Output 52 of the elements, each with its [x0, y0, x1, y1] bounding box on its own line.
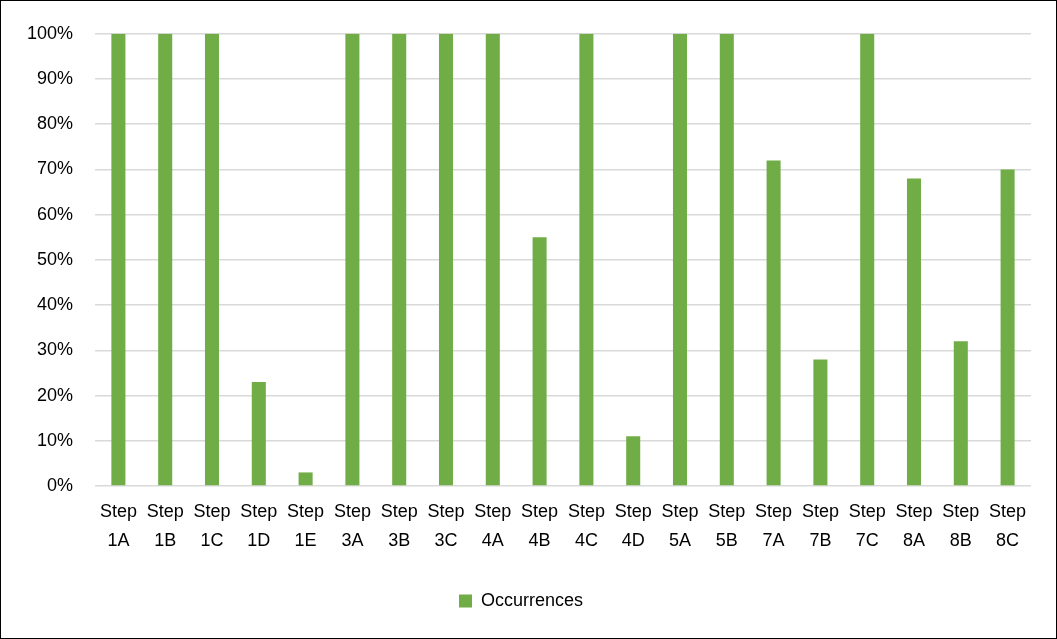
bar	[1000, 169, 1015, 486]
y-tick-label: 30%	[36, 339, 73, 360]
bar	[158, 33, 173, 486]
y-tick-label: 50%	[36, 248, 73, 269]
x-tick-label: Step 8C	[989, 501, 1027, 551]
bar	[813, 359, 828, 486]
y-tick-label: 40%	[36, 294, 73, 315]
x-tick-label: Step 3B	[380, 501, 418, 551]
bar	[906, 178, 922, 486]
x-tick-label: Step 1C	[193, 501, 231, 551]
x-tick-label: Step 5B	[708, 501, 746, 551]
x-tick-label: Step 4A	[474, 501, 512, 551]
x-tick-label: Step 4D	[614, 501, 652, 551]
y-tick-label: 70%	[36, 158, 73, 179]
bar	[204, 33, 220, 486]
bar	[392, 33, 407, 486]
x-tick-label: Step 8A	[895, 501, 933, 551]
x-tick-label: Step 7C	[848, 501, 886, 551]
y-tick-label: 80%	[36, 113, 73, 134]
y-tick-label: 0%	[46, 474, 73, 495]
bar	[532, 237, 547, 486]
y-tick-label: 20%	[36, 384, 73, 405]
x-tick-label: Step 3A	[333, 501, 371, 551]
x-tick-label: Step 7B	[801, 501, 839, 551]
bar	[579, 33, 594, 486]
bar	[860, 33, 875, 486]
y-tick-label: 10%	[36, 429, 73, 450]
x-tick-label: Step 4C	[567, 501, 605, 551]
bar	[251, 381, 266, 486]
x-tick-label: Step 1A	[99, 501, 137, 551]
bar	[298, 472, 313, 486]
x-tick-label: Step 3C	[427, 501, 465, 551]
x-tick-label: Step 1D	[240, 501, 278, 551]
y-tick-label: 60%	[36, 203, 73, 224]
y-tick-label: 100%	[26, 22, 73, 43]
bar	[672, 33, 688, 486]
x-tick-label: Step 1E	[287, 501, 325, 551]
legend-label: Occurrences	[480, 589, 584, 610]
bar	[719, 33, 734, 486]
bar	[111, 33, 126, 486]
x-tick-label: Step 5A	[661, 501, 699, 551]
x-tick-label: Step 7A	[755, 501, 793, 551]
bar	[485, 33, 500, 486]
y-tick-label: 90%	[36, 67, 73, 88]
bar	[953, 341, 968, 486]
x-tick-label: Step 1B	[146, 501, 184, 551]
bar	[766, 160, 781, 486]
x-tick-label: Step 8B	[942, 501, 980, 551]
bar	[345, 33, 360, 486]
bar	[626, 436, 641, 486]
bar	[438, 33, 454, 486]
x-tick-label: Step 4B	[521, 501, 559, 551]
